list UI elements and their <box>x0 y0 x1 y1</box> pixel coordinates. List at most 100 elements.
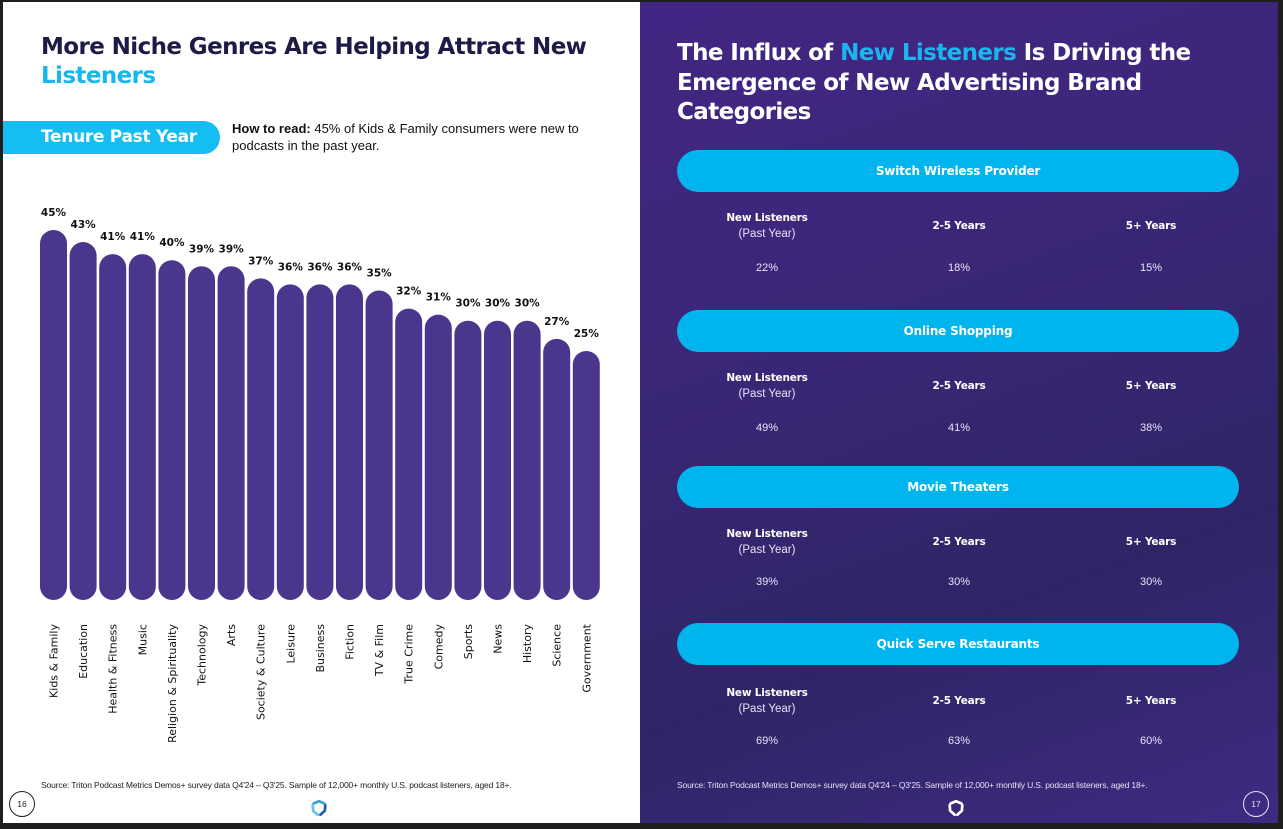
category-label: Fiction <box>344 624 357 660</box>
category-label: Music <box>136 624 149 655</box>
bar-value-label: 39% <box>219 243 245 255</box>
value: 60% <box>1139 735 1163 747</box>
bar-value-label: 40% <box>159 237 185 249</box>
bar-value-label: 30% <box>515 298 541 310</box>
value: 22% <box>755 262 779 274</box>
column-2-5-years: 2-5 Years 41% <box>869 378 1049 434</box>
tenure-past-year-pill: Tenure Past Year <box>3 121 220 154</box>
title-text: The Influx of <box>677 40 841 66</box>
triton-logo-icon <box>948 799 964 817</box>
category-label: Education <box>77 624 90 679</box>
bar-religion-spirituality <box>158 260 186 600</box>
bar-leisure <box>276 284 304 600</box>
category-label: Business <box>314 624 327 673</box>
column-head: 5+ Years <box>1125 220 1177 232</box>
column-new-listeners: New Listeners (Past Year) 69% <box>677 685 857 747</box>
category-label: Technology <box>196 624 209 687</box>
column-new-listeners: New Listeners (Past Year) 39% <box>677 526 857 588</box>
bar-value-label: 32% <box>396 286 422 298</box>
bar-value-label: 31% <box>426 292 452 304</box>
title-accent-text: Listeners <box>41 63 156 89</box>
column-head: 2-5 Years <box>932 536 986 548</box>
category-label: True Crime <box>403 624 416 685</box>
bar-value-label: 36% <box>337 261 363 273</box>
column-2-5-years: 2-5 Years 30% <box>869 534 1049 588</box>
column-head: 5+ Years <box>1125 380 1177 392</box>
column-sub: (Past Year) <box>738 703 796 715</box>
bar-business <box>306 284 334 600</box>
bar-fiction <box>336 284 363 600</box>
category-movie-theaters: Movie Theaters New Listeners (Past Year) 3… <box>677 466 1239 608</box>
bar-value-label: 45% <box>41 207 67 219</box>
left-page: More Niche Genres Are Helping Attract Ne… <box>3 2 640 823</box>
column-5-plus-years: 5+ Years 60% <box>1061 693 1241 747</box>
category-label: Arts <box>225 624 238 646</box>
column-sub: (Past Year) <box>738 228 796 240</box>
left-page-title: More Niche Genres Are Helping Attract Ne… <box>41 33 601 91</box>
bar-value-label: 30% <box>455 298 481 310</box>
bar-education <box>69 242 97 600</box>
category-switch-wireless-provider: Switch Wireless Provider New Listeners (P… <box>677 150 1239 292</box>
bar-comedy <box>424 314 452 600</box>
category-pill: Switch Wireless Provider <box>677 150 1239 192</box>
category-online-shopping: Online Shopping New Listeners (Past Year)… <box>677 310 1239 452</box>
bar-technology <box>188 266 215 600</box>
value: 30% <box>947 576 971 588</box>
bar-kids-family <box>40 229 67 600</box>
page-number: 16 <box>9 791 35 817</box>
category-quick-serve-restaurants: Quick Serve Restaurants New Listeners (Pa… <box>677 623 1239 765</box>
category-label: Society & Culture <box>255 624 268 720</box>
bar-value-label: 41% <box>100 231 126 243</box>
genre-bar-chart: 45% Kids & Family 43% Education 41% Health & … <box>40 207 600 743</box>
category-label: Health & Fitness <box>107 624 120 714</box>
bar-value-label: 30% <box>485 298 511 310</box>
value: 63% <box>947 735 971 747</box>
column-2-5-years: 2-5 Years 18% <box>869 218 1049 274</box>
column-sub: (Past Year) <box>738 544 796 556</box>
category-label: Sports <box>462 624 475 660</box>
category-pill: Movie Theaters <box>677 466 1239 508</box>
category-label: Science <box>551 624 564 667</box>
bar-government <box>572 350 600 600</box>
page-number: 17 <box>1243 791 1269 817</box>
column-new-listeners: New Listeners (Past Year) 22% <box>677 210 857 274</box>
category-label: Religion & Spirituality <box>166 624 179 743</box>
bar-value-label: 43% <box>71 219 97 231</box>
bar-true-crime <box>395 308 423 600</box>
how-to-read-label: How to read: <box>232 121 311 136</box>
bar-value-label: 27% <box>544 316 570 328</box>
column-head: 2-5 Years <box>932 695 986 707</box>
category-label: Comedy <box>432 624 445 670</box>
category-label: TV & Film <box>373 624 386 677</box>
category-pill: Online Shopping <box>677 310 1239 352</box>
value: 69% <box>755 735 779 747</box>
how-to-read-text: 45% of Kids & Family consumers were new … <box>232 121 579 153</box>
column-2-5-years: 2-5 Years 63% <box>869 693 1049 747</box>
column-head: 2-5 Years <box>932 220 986 232</box>
bar-value-label: 36% <box>278 261 304 273</box>
column-head: 5+ Years <box>1125 695 1177 707</box>
bar-science <box>543 338 571 600</box>
bar-health-fitness <box>99 254 127 600</box>
bar-value-label: 39% <box>189 243 215 255</box>
title-text-end: Is Driving the Emergence of New Advertis… <box>677 40 1191 125</box>
column-head: New Listeners <box>726 212 808 224</box>
bar-news <box>484 320 511 600</box>
column-5-plus-years: 5+ Years 15% <box>1061 218 1241 274</box>
category-label: History <box>521 624 534 664</box>
bar-value-label: 36% <box>307 261 333 273</box>
right-source-note: Source: Triton Podcast Metrics Demos+ su… <box>677 780 1148 790</box>
column-new-listeners: New Listeners (Past Year) 49% <box>677 370 857 434</box>
value: 15% <box>1139 262 1163 274</box>
bar-sports <box>454 320 482 600</box>
value: 30% <box>1139 576 1163 588</box>
bar-value-label: 35% <box>367 267 393 279</box>
category-label: Government <box>580 623 593 692</box>
bar-value-label: 41% <box>130 231 156 243</box>
column-5-plus-years: 5+ Years 38% <box>1061 378 1241 434</box>
title-accent-text: New Listeners <box>840 40 1017 66</box>
bar-value-label: 25% <box>574 328 600 340</box>
column-sub: (Past Year) <box>738 388 796 400</box>
right-page: The Influx of New Listeners Is Driving t… <box>640 2 1278 823</box>
how-to-read-note: How to read: 45% of Kids & Family consum… <box>232 120 612 154</box>
